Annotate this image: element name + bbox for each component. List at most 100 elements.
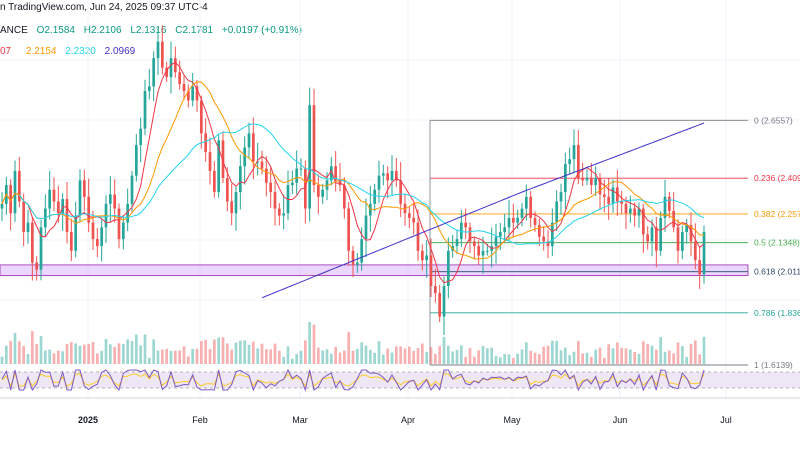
volume-bar — [646, 344, 650, 364]
candle-body — [217, 140, 221, 193]
volume-bar — [355, 348, 359, 364]
candle-body — [121, 222, 125, 240]
candle-body — [95, 239, 99, 247]
candle-body — [581, 177, 585, 181]
volume-bar — [30, 331, 34, 364]
fib-label: 0.786 (1.836 — [754, 308, 800, 318]
volume-bar — [481, 345, 485, 364]
volume-bar — [628, 349, 632, 364]
candle-body — [386, 173, 390, 181]
candle-body — [576, 145, 580, 178]
candle-body — [91, 222, 95, 240]
volume-bar — [641, 341, 645, 364]
volume-bar — [329, 353, 333, 364]
volume-bar — [576, 341, 580, 364]
candle-body — [134, 145, 138, 176]
ma4-value: 2.0969 — [104, 46, 136, 57]
candle-body — [195, 86, 199, 101]
change-value: +0.0197 (+0.91%) — [221, 25, 302, 36]
volume-bar — [26, 353, 30, 364]
candle-body — [481, 250, 485, 256]
volume-bar — [351, 350, 355, 364]
volume-bar — [442, 336, 446, 364]
volume-bar — [399, 346, 403, 364]
volume-bar — [121, 344, 125, 364]
candle-body — [624, 203, 628, 214]
volume-bar — [347, 331, 351, 364]
candle-body — [243, 147, 247, 167]
volume-bar — [611, 348, 615, 364]
candle-body — [542, 236, 546, 242]
candle-body — [559, 192, 563, 202]
candle-body — [659, 217, 663, 251]
volume-bar — [22, 346, 26, 364]
volume-bar — [17, 341, 21, 364]
volume-bar — [165, 348, 169, 364]
candle-body — [555, 201, 559, 223]
volume-bar — [490, 347, 494, 364]
x-tick-label: Jul — [720, 415, 732, 425]
volume-bar — [542, 346, 546, 364]
candle-body — [256, 161, 260, 163]
candle-body — [273, 192, 277, 209]
volume-bar — [108, 344, 112, 364]
candle-body — [620, 201, 624, 204]
candle-body — [126, 203, 130, 223]
x-tick-label: Feb — [192, 415, 208, 425]
candle-body — [212, 170, 216, 193]
header-line-ma: 07 2.2154 2.2320 2.0969 — [0, 46, 135, 57]
volume-bar — [195, 348, 199, 364]
volume-bar — [433, 353, 437, 364]
volume-bar — [299, 350, 303, 364]
volume-bar — [377, 341, 381, 364]
volume-bar — [689, 343, 693, 364]
candle-body — [334, 166, 338, 181]
volume-bar — [685, 356, 689, 364]
candle-body — [65, 199, 69, 233]
candle-body — [238, 166, 242, 193]
candle-body — [178, 72, 182, 85]
fib-label: 0.382 (2.257 — [754, 209, 800, 219]
volume-bar — [113, 346, 117, 364]
candle-body — [533, 217, 537, 225]
candle-body — [680, 232, 684, 251]
candle-body — [325, 180, 329, 190]
candle-body — [412, 217, 416, 223]
candle-body — [663, 196, 667, 218]
close-value: C2.1781 — [175, 25, 214, 36]
volume-bar — [65, 344, 69, 364]
candle-body — [702, 232, 706, 275]
candle-body — [342, 185, 346, 209]
volume-bar — [4, 345, 8, 364]
volume-bar — [659, 336, 663, 364]
candle-body — [507, 217, 511, 228]
volume-bar — [204, 339, 208, 364]
volume-bar — [243, 340, 247, 364]
volume-bar — [87, 343, 91, 364]
candle-body — [390, 170, 394, 181]
volume-bar — [256, 348, 260, 364]
x-tick-label: Jun — [613, 415, 628, 425]
volume-bar — [91, 341, 95, 364]
volume-bar — [663, 351, 667, 364]
volume-bar — [368, 349, 372, 364]
candle-body — [152, 58, 156, 87]
candle-body — [173, 58, 177, 73]
volume-bar — [338, 352, 342, 364]
candle-body — [82, 180, 86, 197]
candle-body — [563, 163, 567, 193]
volume-bar — [69, 342, 73, 364]
volume-bar — [208, 349, 212, 364]
volume-bar — [277, 350, 281, 364]
volume-bar — [156, 350, 160, 364]
volume-bar — [56, 350, 60, 364]
candle-body — [611, 187, 615, 204]
volume-bar — [438, 346, 442, 364]
volume-bar — [39, 336, 43, 364]
volume-bar — [0, 356, 4, 364]
candle-body — [182, 84, 186, 92]
candle-body — [585, 177, 589, 181]
volume-bar — [602, 357, 606, 364]
candle-body — [321, 189, 325, 197]
